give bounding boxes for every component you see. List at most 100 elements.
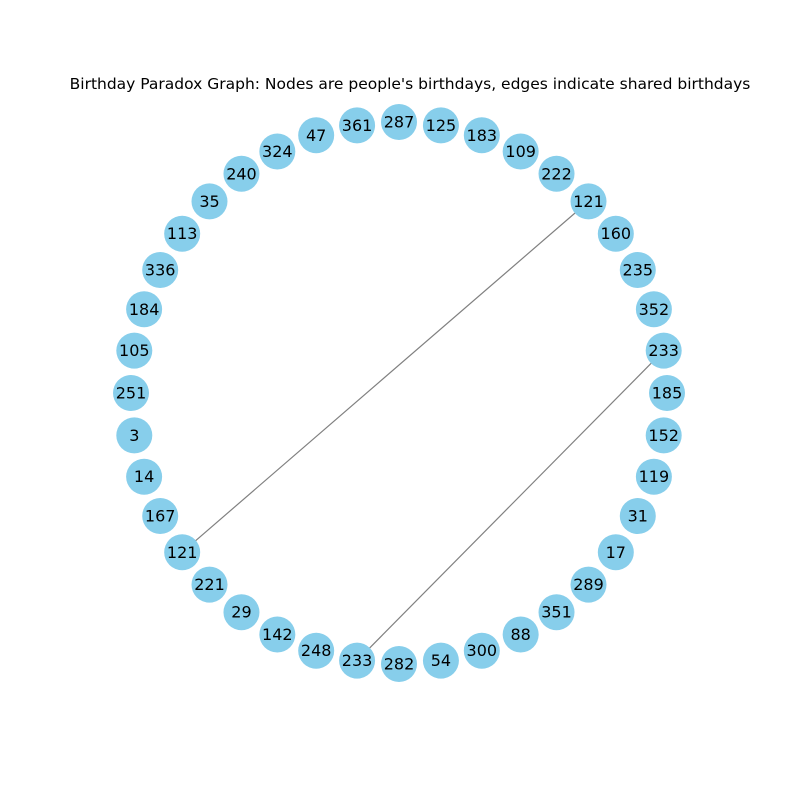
node-105-31: 105 [116, 332, 153, 369]
node-circle [463, 632, 500, 669]
node-label: 289 [573, 575, 604, 594]
node-circle [116, 417, 153, 454]
node-circle [164, 534, 201, 571]
node-121-5: 121 [570, 183, 607, 220]
node-circle [570, 183, 607, 220]
node-circle [649, 375, 685, 411]
node-label: 105 [119, 341, 150, 360]
node-label: 17 [606, 543, 626, 562]
node-336-33: 336 [142, 251, 179, 288]
node-label: 336 [145, 260, 176, 279]
node-label: 233 [648, 341, 679, 360]
node-287-0: 287 [381, 104, 417, 140]
node-324-37: 324 [259, 133, 296, 170]
node-circle [635, 458, 672, 495]
node-31-13: 31 [619, 498, 656, 535]
node-circle [298, 117, 335, 154]
node-circle [381, 104, 417, 140]
node-233-9: 233 [645, 332, 682, 369]
node-label: 35 [199, 192, 219, 211]
node-14-28: 14 [126, 458, 163, 495]
node-circle [619, 498, 656, 535]
node-circle [597, 534, 634, 571]
node-circle [570, 566, 607, 603]
node-circle [191, 566, 228, 603]
node-235-7: 235 [619, 251, 656, 288]
node-circle [538, 155, 575, 192]
node-label: 240 [226, 164, 257, 183]
node-160-6: 160 [597, 215, 634, 252]
node-label: 54 [431, 651, 451, 670]
node-183-2: 183 [463, 117, 500, 154]
node-circle [422, 642, 459, 679]
node-circle [502, 616, 539, 653]
node-label: 109 [505, 142, 536, 161]
node-circle [298, 632, 335, 669]
node-289-15: 289 [570, 566, 607, 603]
node-152-11: 152 [645, 417, 682, 454]
node-233-21: 233 [339, 642, 376, 679]
node-circle [191, 183, 228, 220]
node-142-23: 142 [259, 616, 296, 653]
node-label: 233 [342, 651, 373, 670]
node-circle [142, 251, 179, 288]
node-circle [502, 133, 539, 170]
node-3-29: 3 [116, 417, 153, 454]
node-240-36: 240 [223, 155, 260, 192]
node-circle [538, 594, 575, 631]
node-label: 88 [510, 625, 530, 644]
node-label: 282 [384, 655, 415, 674]
node-248-22: 248 [298, 632, 335, 669]
node-222-4: 222 [538, 155, 575, 192]
node-label: 185 [652, 384, 683, 403]
node-282-20: 282 [381, 646, 417, 682]
node-circle [126, 291, 163, 328]
node-125-1: 125 [422, 107, 459, 144]
node-label: 300 [467, 641, 498, 660]
node-35-35: 35 [191, 183, 228, 220]
node-label: 287 [384, 113, 415, 132]
node-circle [142, 498, 179, 535]
node-label: 29 [231, 603, 251, 622]
node-label: 183 [467, 126, 498, 145]
node-circle [259, 616, 296, 653]
node-29-24: 29 [223, 594, 260, 631]
node-label: 31 [628, 507, 648, 526]
node-184-32: 184 [126, 291, 163, 328]
edge-121-121-0 [181, 200, 589, 553]
node-17-14: 17 [597, 534, 634, 571]
node-label: 113 [167, 224, 198, 243]
node-label: 352 [639, 300, 670, 319]
node-351-16: 351 [538, 594, 575, 631]
node-label: 361 [342, 116, 373, 135]
node-circle [339, 107, 376, 144]
node-circle [259, 133, 296, 170]
node-label: 221 [194, 575, 225, 594]
node-circle [164, 215, 201, 252]
node-54-19: 54 [422, 642, 459, 679]
node-circle [339, 642, 376, 679]
node-185-10: 185 [649, 375, 685, 411]
node-circle [597, 215, 634, 252]
node-label: 184 [129, 300, 160, 319]
node-361-39: 361 [339, 107, 376, 144]
node-label: 152 [648, 426, 679, 445]
node-circle [381, 646, 417, 682]
node-label: 47 [306, 126, 326, 145]
node-300-18: 300 [463, 632, 500, 669]
node-circle [635, 291, 672, 328]
node-circle [645, 332, 682, 369]
node-circle [422, 107, 459, 144]
node-circle [463, 117, 500, 154]
node-label: 119 [639, 467, 670, 486]
node-label: 3 [129, 426, 139, 445]
node-label: 222 [541, 164, 572, 183]
node-label: 251 [116, 384, 147, 403]
node-label: 125 [426, 116, 457, 135]
node-251-30: 251 [113, 375, 149, 411]
node-circle [113, 375, 149, 411]
node-label: 14 [134, 467, 154, 486]
